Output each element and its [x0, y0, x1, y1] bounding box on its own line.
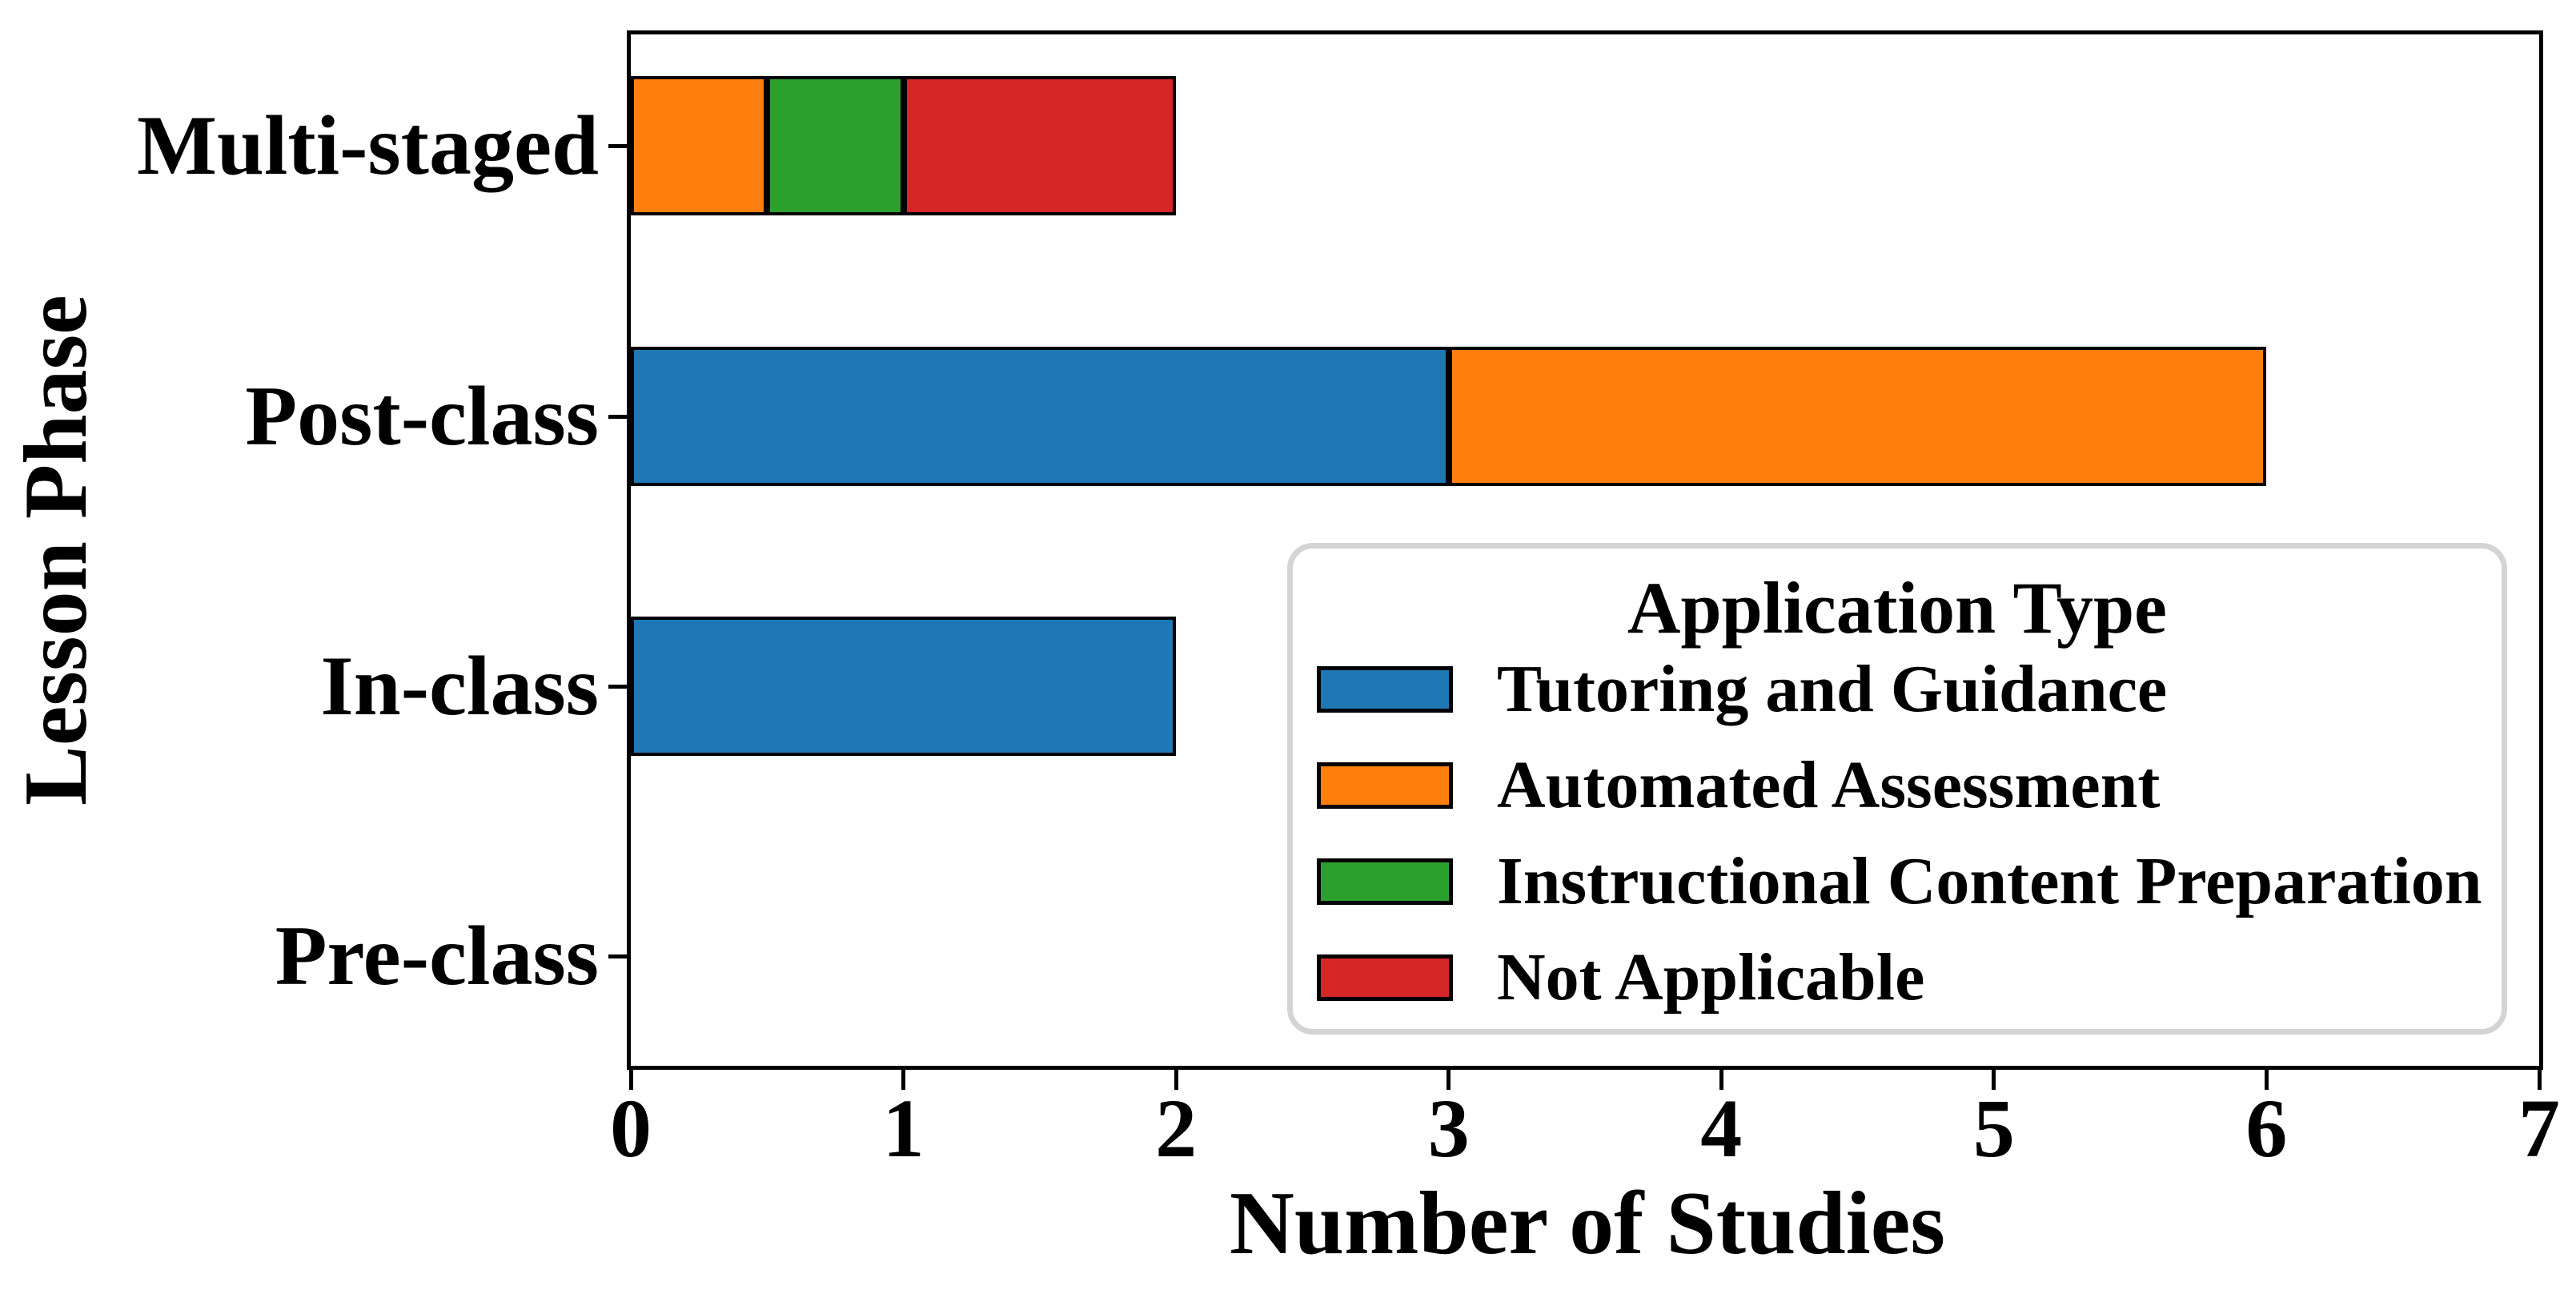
legend-title: Application Type: [1627, 567, 2167, 649]
legend-item-label: Tutoring and Guidance: [1497, 652, 2168, 726]
bar-segment: [1448, 346, 2267, 486]
x-tick-mark: [1719, 1070, 1723, 1090]
y-tick-label: In-class: [320, 639, 599, 733]
legend-item-label: Automated Assessment: [1497, 748, 2161, 822]
y-tick-mark: [608, 144, 627, 149]
legend: Application Type Tutoring and Guidance Au…: [1287, 543, 2507, 1035]
x-tick-label: 5: [1972, 1083, 2015, 1175]
bar-segment: [767, 76, 904, 216]
x-tick-label: 3: [1427, 1083, 1470, 1175]
legend-items: Tutoring and Guidance Automated Assessmen…: [1293, 656, 2502, 1011]
x-tick-mark: [628, 1070, 633, 1090]
legend-item: Tutoring and Guidance: [1317, 656, 2502, 723]
y-tick-mark: [608, 685, 627, 689]
bar-segment: [631, 617, 1177, 757]
y-tick-mark: [608, 954, 627, 959]
x-tick-mark: [1992, 1070, 1996, 1090]
x-tick-label: 1: [882, 1083, 925, 1175]
x-tick-mark: [1446, 1070, 1451, 1090]
x-tick-label: 0: [610, 1083, 652, 1175]
y-tick-label: Multi-staged: [136, 98, 599, 193]
y-tick-label: Pre-class: [275, 909, 599, 1003]
x-tick-label: 4: [1700, 1083, 1743, 1175]
legend-swatch-icon: [1317, 762, 1453, 809]
x-tick-label: 7: [2518, 1083, 2560, 1175]
y-tick-label: Post-class: [245, 368, 599, 463]
legend-item: Not Applicable: [1317, 944, 2502, 1011]
x-tick-mark: [1174, 1070, 1178, 1090]
legend-swatch-icon: [1317, 954, 1453, 1001]
x-tick-label: 2: [1155, 1083, 1198, 1175]
x-tick-mark: [901, 1070, 906, 1090]
x-tick-label: 6: [2245, 1083, 2288, 1175]
legend-item: Automated Assessment: [1317, 752, 2502, 819]
y-tick-mark: [608, 414, 627, 419]
x-tick-mark: [2264, 1070, 2269, 1090]
legend-item-label: Instructional Content Preparation: [1497, 844, 2482, 918]
bar-segment: [631, 76, 768, 216]
legend-item-label: Not Applicable: [1497, 940, 1925, 1015]
legend-item: Instructional Content Preparation: [1317, 848, 2502, 915]
y-axis-title: Lesson Phase: [6, 295, 106, 806]
bar-segment: [631, 346, 1449, 486]
legend-swatch-icon: [1317, 666, 1453, 713]
x-axis-title: Number of Studies: [1229, 1174, 1946, 1273]
x-tick-mark: [2537, 1070, 2542, 1090]
legend-swatch-icon: [1317, 858, 1453, 905]
bar-segment: [903, 76, 1177, 216]
